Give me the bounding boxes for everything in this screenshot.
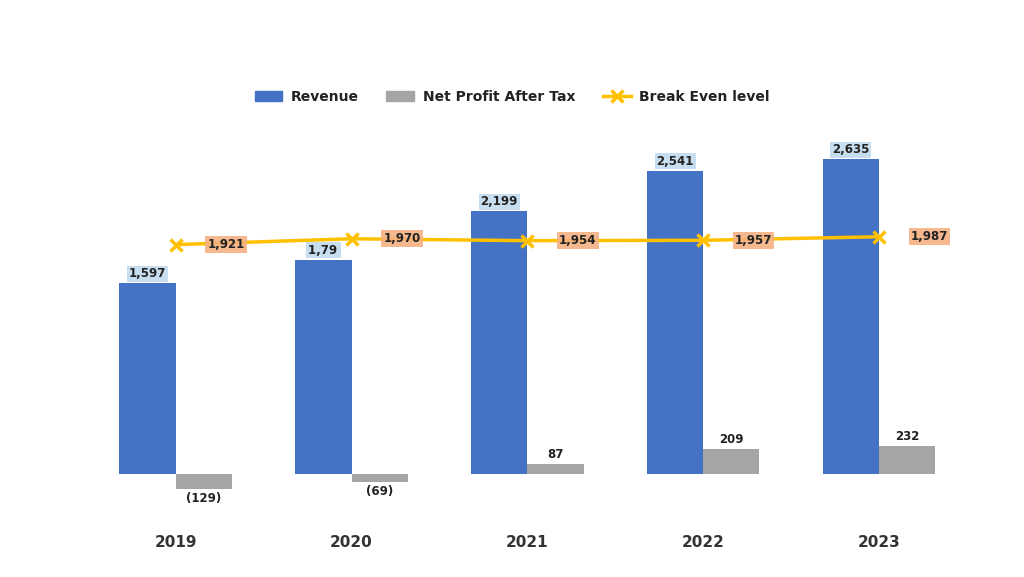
- Text: 232: 232: [895, 430, 920, 443]
- Bar: [879, 446, 935, 474]
- Text: 1,921: 1,921: [208, 238, 245, 251]
- Bar: [471, 211, 527, 474]
- Bar: [822, 159, 879, 474]
- Bar: [295, 260, 351, 474]
- Text: Break Even Chart ($'000): Break Even Chart ($'000): [365, 49, 659, 69]
- Bar: [527, 463, 584, 474]
- Text: 1,987: 1,987: [910, 230, 948, 243]
- Bar: [120, 283, 176, 474]
- Text: 87: 87: [547, 448, 563, 460]
- Text: 1,957: 1,957: [735, 234, 772, 247]
- Text: (129): (129): [186, 492, 221, 505]
- Text: 209: 209: [719, 433, 743, 446]
- Text: 2,541: 2,541: [656, 155, 693, 167]
- Text: 1,970: 1,970: [383, 233, 421, 245]
- Bar: [351, 474, 408, 482]
- Text: 1,597: 1,597: [129, 267, 166, 280]
- Text: 1,954: 1,954: [559, 234, 597, 247]
- Legend: Revenue, Net Profit After Tax, Break Even level: Revenue, Net Profit After Tax, Break Eve…: [249, 84, 775, 109]
- Text: 2,635: 2,635: [833, 144, 869, 156]
- Text: (69): (69): [366, 485, 393, 498]
- Bar: [176, 474, 232, 489]
- Text: 2,199: 2,199: [480, 196, 518, 208]
- Text: 1,79: 1,79: [307, 243, 339, 257]
- Bar: [703, 449, 760, 474]
- Bar: [647, 171, 703, 474]
